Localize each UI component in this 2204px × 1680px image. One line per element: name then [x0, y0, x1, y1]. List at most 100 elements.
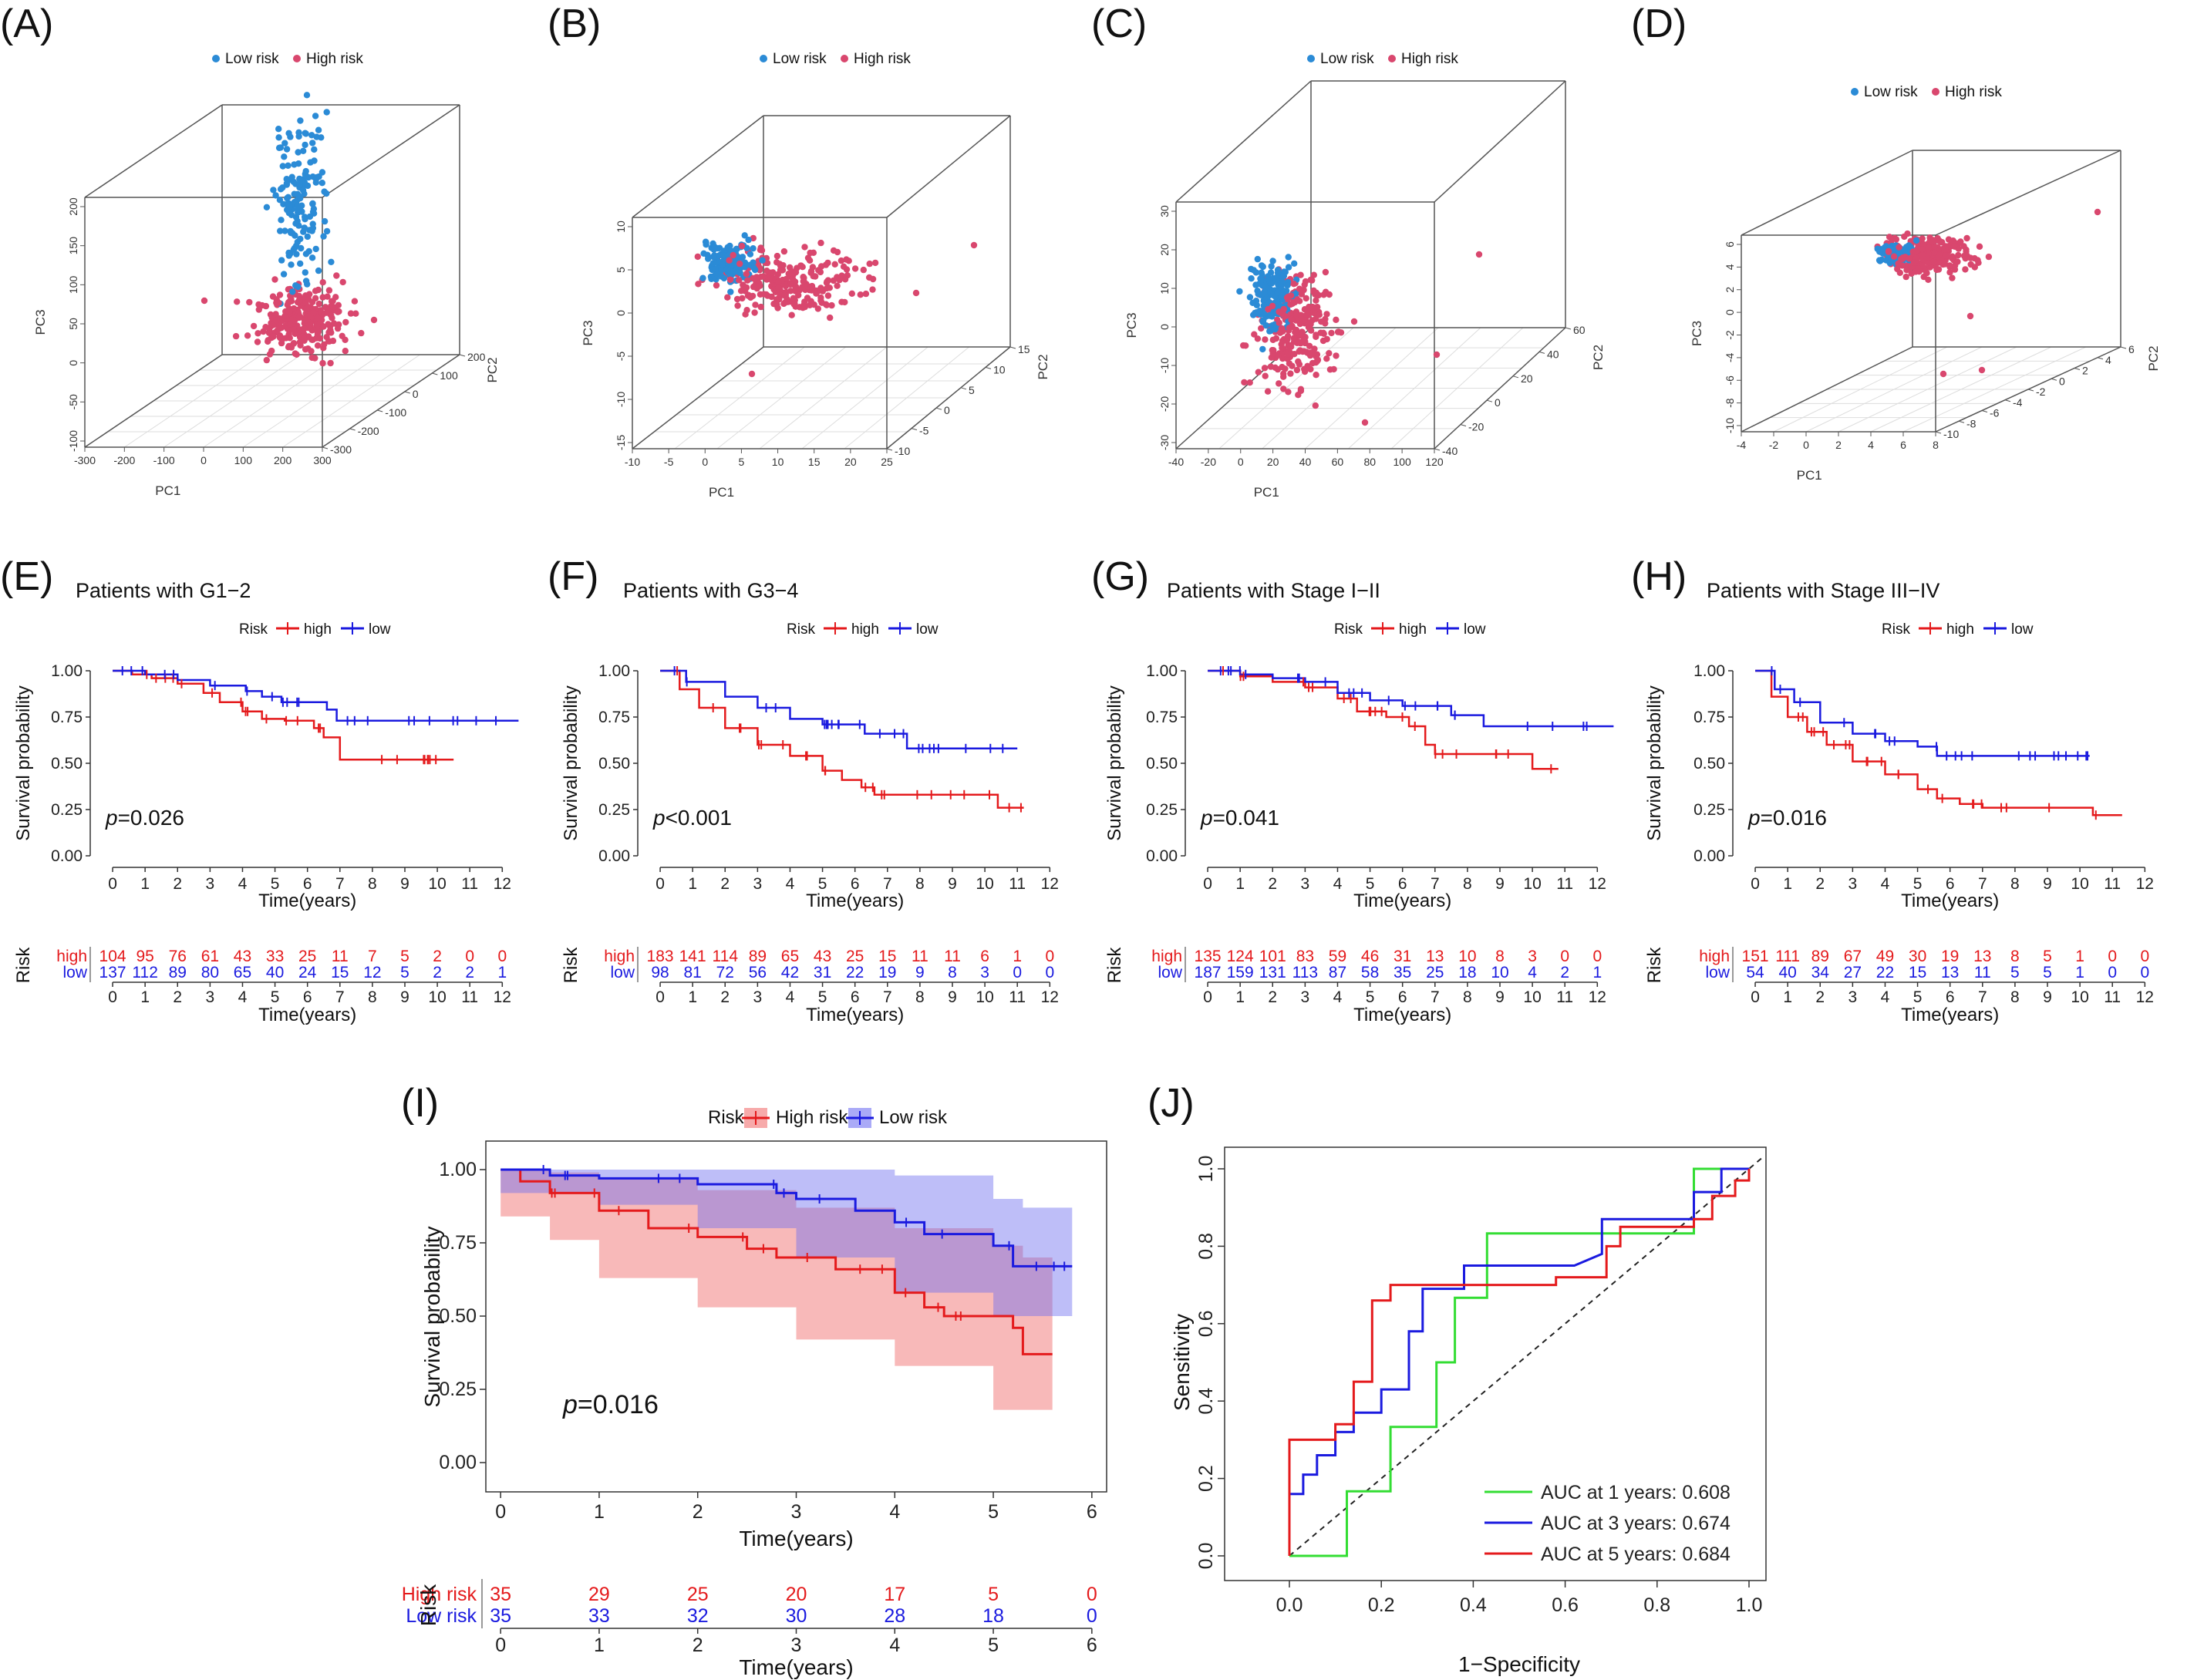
risk-count-high: 83 — [1296, 948, 1314, 965]
high-risk-point — [800, 278, 807, 285]
risk-x-tick-label: 9 — [1495, 988, 1505, 1006]
risk-x-tick-label: 10 — [1523, 988, 1541, 1006]
x-tick-label: 11 — [1556, 875, 1573, 893]
x-tick-label: 1.0 — [1736, 1594, 1763, 1616]
y-tick-mark — [1486, 399, 1493, 402]
high-risk-point — [305, 294, 312, 301]
risk-count-high: 135 — [1195, 948, 1222, 965]
risk-count-low: 34 — [1811, 964, 1830, 981]
y-tick-mark — [935, 407, 942, 410]
high-risk-point — [1255, 369, 1262, 375]
p-value-text: =0.041 — [1213, 806, 1279, 830]
y-tick-label: 10 — [993, 363, 1006, 375]
risk-count-low: 131 — [1259, 964, 1286, 981]
z-tick-label: 4 — [1724, 264, 1736, 270]
high-risk-point — [827, 314, 834, 322]
x-tick-label: 40 — [1299, 456, 1312, 468]
roc-curve-3-years — [1288, 1167, 1749, 1556]
y-tick-label: 15 — [1018, 343, 1030, 355]
low-risk-point — [311, 146, 318, 153]
low-risk-point — [318, 169, 326, 176]
x-tick-label: 0.2 — [1368, 1594, 1395, 1616]
high-risk-point — [1939, 370, 1947, 378]
km-curve-high — [1755, 669, 2122, 816]
high-risk-point — [775, 284, 782, 291]
risk-count-low: 159 — [1227, 964, 1254, 981]
risk-count-high: 46 — [1361, 948, 1379, 965]
risk-count-high: 104 — [99, 948, 126, 965]
high-risk-point — [1254, 335, 1262, 342]
high-risk-point — [1309, 277, 1316, 284]
km-curve-high — [660, 669, 1024, 809]
high-risk-point — [1318, 318, 1325, 325]
y-tick-label: 0.75 — [1693, 709, 1725, 726]
y-tick-label: 20 — [1521, 372, 1533, 385]
low-risk-point — [300, 147, 307, 154]
high-risk-point — [726, 257, 733, 264]
low-risk-point — [1265, 277, 1273, 284]
risk-count-low: 58 — [1361, 964, 1379, 981]
x-tick-label: 1 — [1783, 875, 1792, 893]
low-risk-point — [750, 245, 757, 252]
risk-x-tick-label: 8 — [915, 988, 925, 1006]
high-risk-point — [285, 308, 292, 315]
y-axis-label: Survival probability — [1104, 685, 1125, 840]
y-tick-label: 0 — [413, 388, 419, 400]
x-tick-label: 4 — [238, 875, 248, 893]
risk-count-low: 5 — [2043, 964, 2052, 981]
high-risk-point — [831, 261, 838, 268]
y-tick-mark — [322, 446, 329, 449]
high-risk-point — [1948, 254, 1956, 262]
x-tick-label: 2 — [1815, 875, 1825, 893]
risk-row-label-low: low — [610, 964, 635, 981]
risk-count-high: 3 — [1528, 948, 1537, 965]
risk-x-tick-label: 0 — [108, 988, 117, 1006]
high-risk-point — [266, 351, 274, 358]
x-tick-label: 6 — [1087, 1501, 1097, 1523]
low-risk-point — [1258, 269, 1265, 276]
risk-count-low: 5 — [400, 964, 409, 981]
risk-x-tick-label: 10 — [2071, 988, 2088, 1006]
legend-marker-low-risk — [1851, 88, 1859, 96]
risk-x-tick-label: 1 — [1235, 988, 1245, 1006]
risk-x-tick-label: 5 — [988, 1635, 999, 1656]
z-tick-label: 10 — [615, 221, 627, 233]
z-tick-label: 200 — [67, 197, 79, 216]
p-symbol: p — [105, 806, 118, 830]
risk-count-high: 0 — [1560, 948, 1569, 965]
high-risk-point — [1963, 252, 1970, 259]
high-risk-point — [744, 277, 751, 284]
high-risk-point — [1361, 419, 1369, 426]
high-risk-point — [768, 293, 775, 301]
high-risk-point — [270, 333, 277, 340]
risk-count-high: 11 — [944, 948, 961, 965]
low-risk-point — [323, 227, 331, 235]
low-risk-point — [296, 194, 304, 200]
risk-count-low: 1 — [2075, 964, 2084, 981]
x-tick-label: 0 — [702, 456, 708, 468]
x-tick-label: 6 — [851, 875, 860, 893]
risk-row-label-low: low — [1158, 964, 1182, 981]
high-risk-point — [1312, 402, 1319, 409]
high-risk-point — [822, 301, 830, 308]
high-risk-point — [813, 290, 820, 297]
y-tick-label: -300 — [330, 443, 352, 456]
x-tick-label: 3 — [206, 875, 215, 893]
risk-x-axis-label: Time(years) — [1353, 1005, 1451, 1025]
low-risk-point — [309, 140, 316, 146]
x-tick-label: 12 — [2136, 875, 2154, 893]
risk-count-low: 0 — [1013, 964, 1022, 981]
z-tick-label: 5 — [615, 267, 627, 273]
roc-curve-5-years — [1288, 1169, 1751, 1556]
y-axis-label: Sensitivity — [1170, 1314, 1194, 1411]
risk-row-label-low: low — [62, 964, 87, 981]
y-tick-mark — [2074, 368, 2081, 370]
x-tick-label: 15 — [808, 456, 821, 468]
high-risk-point — [316, 335, 323, 342]
low-risk-point — [285, 162, 292, 169]
risk-x-tick-label: 3 — [1301, 988, 1310, 1006]
risk-count-high: 7 — [368, 948, 377, 965]
high-risk-point — [1297, 271, 1304, 278]
low-risk-point — [283, 181, 291, 188]
p-value: p=0.041 — [1200, 806, 1279, 830]
